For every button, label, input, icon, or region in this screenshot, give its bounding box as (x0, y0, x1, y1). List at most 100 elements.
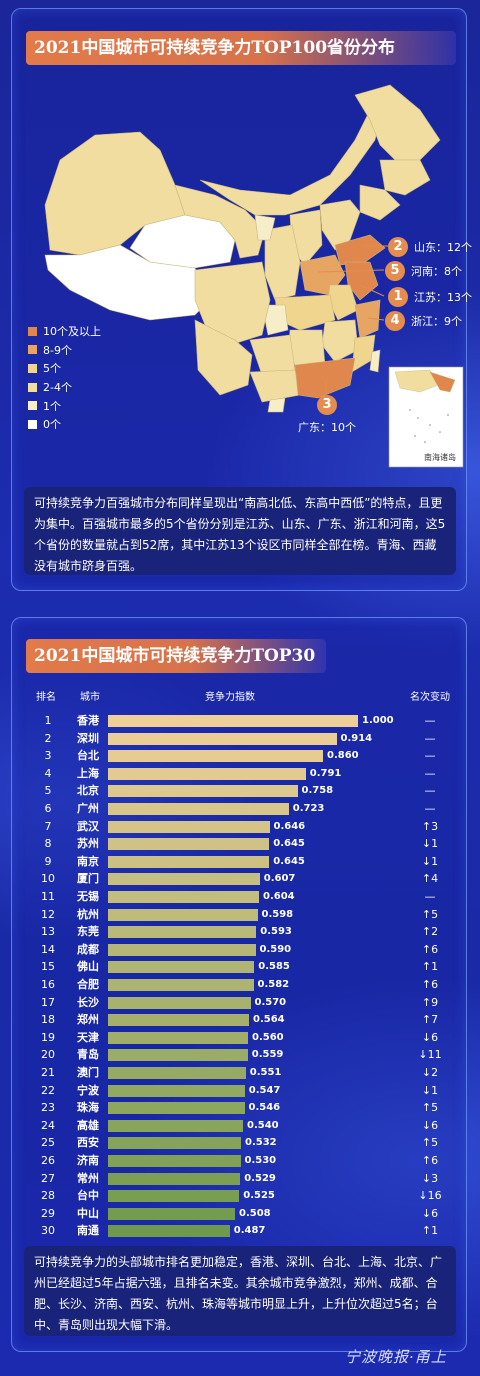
bar (108, 891, 259, 903)
map-region-shandong (334, 234, 386, 266)
header-rank: 排名 (36, 692, 56, 703)
rank-change-label: — (424, 749, 436, 763)
value-label: 0.645 (273, 838, 305, 850)
rank-label: 20 (41, 1048, 55, 1062)
map-region-guangxi (249, 369, 301, 403)
rank-change-label: ↓16 (418, 1189, 442, 1203)
bar (108, 1155, 241, 1167)
rank-label: 18 (41, 1013, 55, 1027)
city-label: 台中 (77, 1189, 99, 1203)
rank-label: 6 (44, 802, 52, 815)
callout-label: 江苏：13个 (414, 291, 472, 304)
bar (108, 838, 270, 851)
rank-label: 5 (44, 784, 52, 798)
bar (108, 1207, 235, 1220)
city-label: 珠海 (77, 1101, 99, 1115)
table-row: 4 上海 0.791 — (0, 765, 480, 783)
bar (108, 1049, 248, 1062)
bar (108, 908, 258, 921)
rank-change-label: ↓1 (421, 837, 439, 851)
callout-number: 3 (317, 395, 337, 415)
map-region-neimenggu (199, 99, 386, 216)
legend-item: 2-4个 (28, 378, 101, 397)
value-label: 0.585 (258, 961, 290, 973)
value-label: 0.645 (273, 855, 305, 867)
rank-change-label: ↑6 (421, 978, 439, 991)
rank-change-label: ↑4 (421, 872, 439, 886)
value-label: 0.791 (309, 767, 342, 779)
value-label: 0.559 (251, 1049, 284, 1061)
map-region-yunnan (194, 319, 253, 396)
bar (108, 750, 323, 763)
legend-swatch (28, 401, 37, 411)
rank-label: 4 (44, 766, 52, 780)
city-label: 郑州 (77, 1013, 99, 1027)
value-label: 0.540 (247, 1119, 279, 1131)
bar (108, 926, 257, 939)
value-label: 0.860 (327, 750, 359, 762)
map-region-guizhou (249, 334, 296, 376)
legend-item: 8-9个 (28, 341, 101, 360)
table-row: 20 青岛 0.559 ↓11 (0, 1046, 480, 1064)
rank-change-label: ↓6 (421, 1206, 439, 1220)
city-label: 成都 (77, 942, 99, 956)
city-label: 厦门 (77, 872, 99, 886)
legend-label: 5个 (43, 362, 61, 376)
rank-label: 21 (41, 1066, 55, 1079)
rank-change-label: ↑6 (421, 942, 439, 956)
city-label: 广州 (77, 802, 99, 815)
bar (108, 1102, 245, 1115)
map-region-sichuan (194, 261, 271, 346)
rank-label: 23 (41, 1101, 55, 1115)
bar (108, 1084, 245, 1097)
callout-number: 5 (385, 261, 405, 281)
table-row: 18 郑州 0.564 ↑7 (0, 1011, 480, 1029)
rank-label: 12 (41, 907, 55, 921)
bar (108, 732, 337, 745)
publisher-logo: 宁波晚报·甬上 (345, 1348, 447, 1366)
bar (108, 715, 358, 727)
rank-change-label: ↑6 (421, 1154, 439, 1167)
legend-swatch (28, 345, 37, 355)
callout-guangdong: 3 广东：10个 (297, 395, 357, 435)
rank-change-label: ↓1 (421, 1083, 439, 1097)
table-row: 26 济南 0.530 ↑6 (0, 1152, 480, 1170)
rank-change-label: — (424, 766, 436, 780)
rank-change-label: ↓6 (421, 1118, 439, 1132)
map-region-gansu (174, 184, 266, 259)
map-section-title: 2021中国城市可持续竞争力TOP100省份分布 (26, 31, 456, 65)
table-row: 16 合肥 0.582 ↑6 (0, 976, 480, 994)
city-label: 佛山 (77, 960, 99, 974)
legend-swatch (28, 382, 37, 392)
legend-item: 10个及以上 (28, 322, 101, 341)
table-row: 27 常州 0.529 ↓3 (0, 1170, 480, 1188)
rank-change-label: — (424, 731, 436, 745)
city-label: 上海 (77, 766, 99, 780)
table-row: 25 西安 0.532 ↑5 (0, 1134, 480, 1152)
value-label: 0.530 (244, 1155, 277, 1166)
callout-shandong: 2 山东：12个 (388, 237, 472, 257)
value-label: 0.758 (301, 785, 334, 797)
table-row: 13 东莞 0.593 ↑2 (0, 923, 480, 941)
table-row: 10 厦门 0.607 ↑4 (0, 870, 480, 888)
bar (108, 1172, 241, 1185)
value-label: 0.560 (252, 1031, 284, 1043)
legend-item: 0个 (28, 415, 101, 434)
city-label: 东莞 (77, 925, 99, 939)
table-row: 28 台中 0.525 ↓16 (0, 1187, 480, 1205)
city-label: 无锡 (77, 890, 99, 903)
table-row: 29 中山 0.508 ↓6 (0, 1205, 480, 1223)
ranking-section-title: 2021中国城市可持续竞争力TOP30 (26, 639, 326, 673)
city-label: 苏州 (77, 837, 99, 851)
rank-change-label: ↑2 (421, 925, 439, 939)
value-label: 0.582 (257, 979, 290, 990)
value-label: 0.529 (244, 1172, 276, 1184)
rank-label: 14 (41, 942, 55, 956)
bar (108, 996, 251, 1009)
rank-label: 19 (41, 1030, 55, 1044)
legend-label: 10个及以上 (43, 325, 101, 339)
rank-change-label: ↑5 (421, 907, 439, 921)
city-label: 宁波 (77, 1083, 99, 1097)
callout-henan: 5 河南：8个 (385, 261, 462, 281)
value-label: 0.723 (292, 803, 325, 814)
